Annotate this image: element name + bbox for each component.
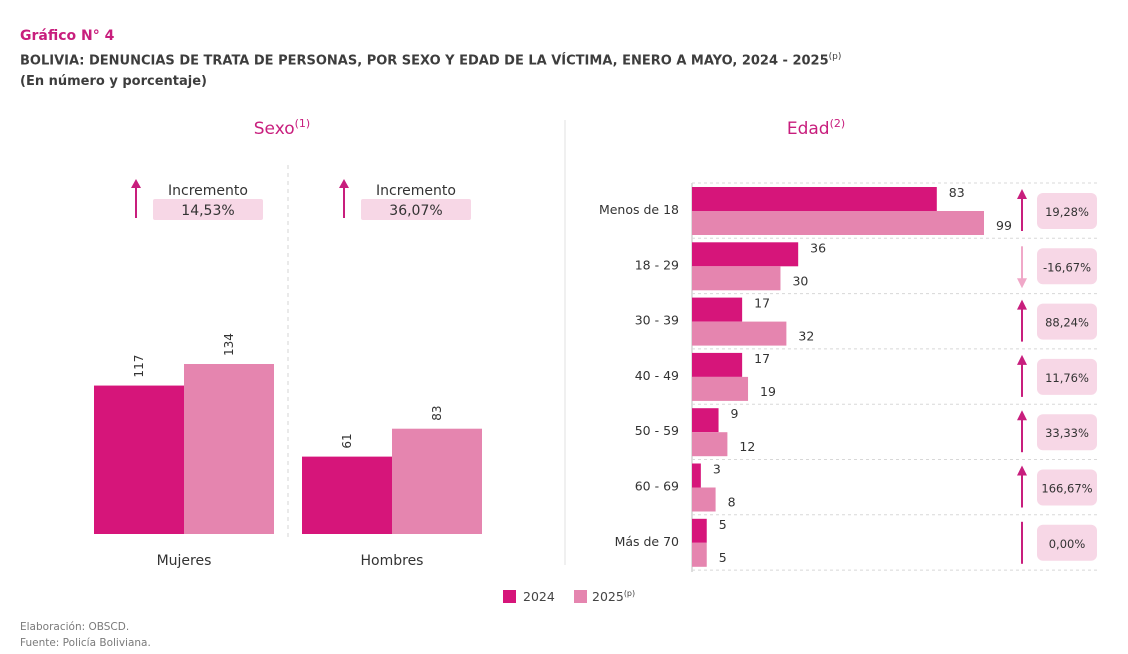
edad-category-label: Menos de 18 <box>599 202 679 217</box>
edad-bar-2024 <box>692 408 719 433</box>
legend-label-2025: 2025(p) <box>592 589 635 604</box>
sexo-title: Sexo(1) <box>254 117 310 139</box>
edad-bar-2025 <box>692 321 787 346</box>
chart-units: (En número y porcentaje) <box>20 74 207 89</box>
sexo-value-label: 61 <box>340 433 354 448</box>
edad-title-text: Edad <box>787 119 830 139</box>
edad-category-label: 18 - 29 <box>635 257 679 272</box>
change-arrowhead-up-icon <box>1017 189 1027 199</box>
legend-swatch-2024 <box>503 590 516 603</box>
increment-badge <box>361 199 471 220</box>
edad-value-label: 17 <box>754 351 770 366</box>
chart-title-text: BOLIVIA: DENUNCIAS DE TRATA DE PERSONAS,… <box>20 53 829 69</box>
sexo-bar-hombres-2025 <box>392 428 482 534</box>
increment-label: Incremento <box>376 183 456 199</box>
sexo-category-label: Hombres <box>361 553 424 569</box>
change-value: 0,00% <box>1049 537 1086 551</box>
edad-value-label: 99 <box>996 218 1012 233</box>
sexo-category-label: Mujeres <box>157 553 212 569</box>
sexo-bar-mujeres-2025 <box>184 364 274 534</box>
change-arrowhead-down-icon <box>1017 278 1027 289</box>
edad-category-label: 60 - 69 <box>635 479 679 494</box>
edad-category-label: 40 - 49 <box>635 368 679 383</box>
sexo-bar-mujeres-2024 <box>94 385 184 534</box>
legend-label-2024: 2024 <box>523 589 555 604</box>
change-badge <box>1037 414 1097 451</box>
edad-bar-2025 <box>692 487 716 512</box>
edad-value-label: 83 <box>949 185 965 200</box>
edad-value-label: 32 <box>798 329 814 344</box>
edad-value-label: 9 <box>731 406 739 421</box>
edad-value-label: 12 <box>739 439 755 454</box>
edad-value-label: 3 <box>713 462 721 477</box>
edad-category-label: Más de 70 <box>615 534 679 549</box>
edad-bar-2024 <box>692 297 743 322</box>
chart-title-note: (p) <box>828 52 842 62</box>
change-badge <box>1037 248 1097 285</box>
edad-value-label: 5 <box>719 550 727 565</box>
increment-value: 14,53% <box>181 203 234 219</box>
legend-label-2025-note: (p) <box>624 589 635 598</box>
change-badge <box>1037 193 1097 229</box>
sexo-value-label: 117 <box>132 355 146 378</box>
increment-label: Incremento <box>168 183 248 199</box>
edad-title-note: (2) <box>830 117 846 130</box>
edad-bar-2024 <box>692 187 937 211</box>
edad-bar-2024 <box>692 518 707 543</box>
edad-bar-2024 <box>692 463 701 488</box>
legend-swatch-2025 <box>574 590 587 603</box>
increment-badge <box>153 199 263 220</box>
change-badge <box>1037 358 1097 395</box>
footer-elaboracion: Elaboración: OBSCD. <box>20 621 130 633</box>
change-value: 166,67% <box>1041 482 1092 496</box>
chart-title: BOLIVIA: DENUNCIAS DE TRATA DE PERSONAS,… <box>20 52 841 68</box>
increment-value: 36,07% <box>389 203 442 219</box>
change-arrowhead-up-icon <box>1017 410 1027 421</box>
change-badge <box>1037 524 1097 561</box>
edad-value-label: 17 <box>754 296 770 311</box>
edad-value-label: 19 <box>760 384 776 399</box>
sexo-bar-hombres-2024 <box>302 456 392 534</box>
legend-label-2025-text: 2025 <box>592 589 624 604</box>
sexo-value-label: 134 <box>222 333 236 356</box>
change-value: -16,67% <box>1043 260 1091 274</box>
figure-label: Gráfico N° 4 <box>20 28 115 44</box>
change-value: 19,28% <box>1045 205 1089 219</box>
edad-value-label: 5 <box>719 517 727 532</box>
edad-bar-2025 <box>692 432 728 457</box>
edad-bar-2024 <box>692 242 799 267</box>
change-arrowhead-up-icon <box>1017 465 1027 476</box>
edad-value-label: 36 <box>810 240 826 255</box>
edad-value-label: 8 <box>728 495 736 510</box>
footer-fuente: Fuente: Policía Boliviana. <box>20 637 151 649</box>
edad-category-label: 50 - 59 <box>635 423 679 438</box>
edad-bar-2025 <box>692 266 781 291</box>
change-arrowhead-up-icon <box>1017 299 1027 310</box>
change-value: 33,33% <box>1045 426 1089 440</box>
increment-arrowhead-icon <box>131 179 141 188</box>
change-value: 88,24% <box>1045 316 1089 330</box>
increment-arrowhead-icon <box>339 179 349 188</box>
edad-bar-2025 <box>692 376 749 401</box>
edad-bar-2024 <box>692 352 743 377</box>
sexo-title-note: (1) <box>295 117 311 130</box>
change-value: 11,76% <box>1045 371 1089 385</box>
change-badge <box>1037 303 1097 340</box>
edad-value-label: 30 <box>792 273 808 288</box>
change-arrowhead-up-icon <box>1017 354 1027 365</box>
sexo-value-label: 83 <box>430 405 444 420</box>
edad-bar-2025 <box>692 211 984 235</box>
edad-bar-2025 <box>692 542 707 567</box>
edad-title: Edad(2) <box>787 117 845 139</box>
change-badge <box>1037 469 1097 506</box>
sexo-title-text: Sexo <box>254 119 295 139</box>
edad-category-label: 30 - 39 <box>635 313 679 328</box>
